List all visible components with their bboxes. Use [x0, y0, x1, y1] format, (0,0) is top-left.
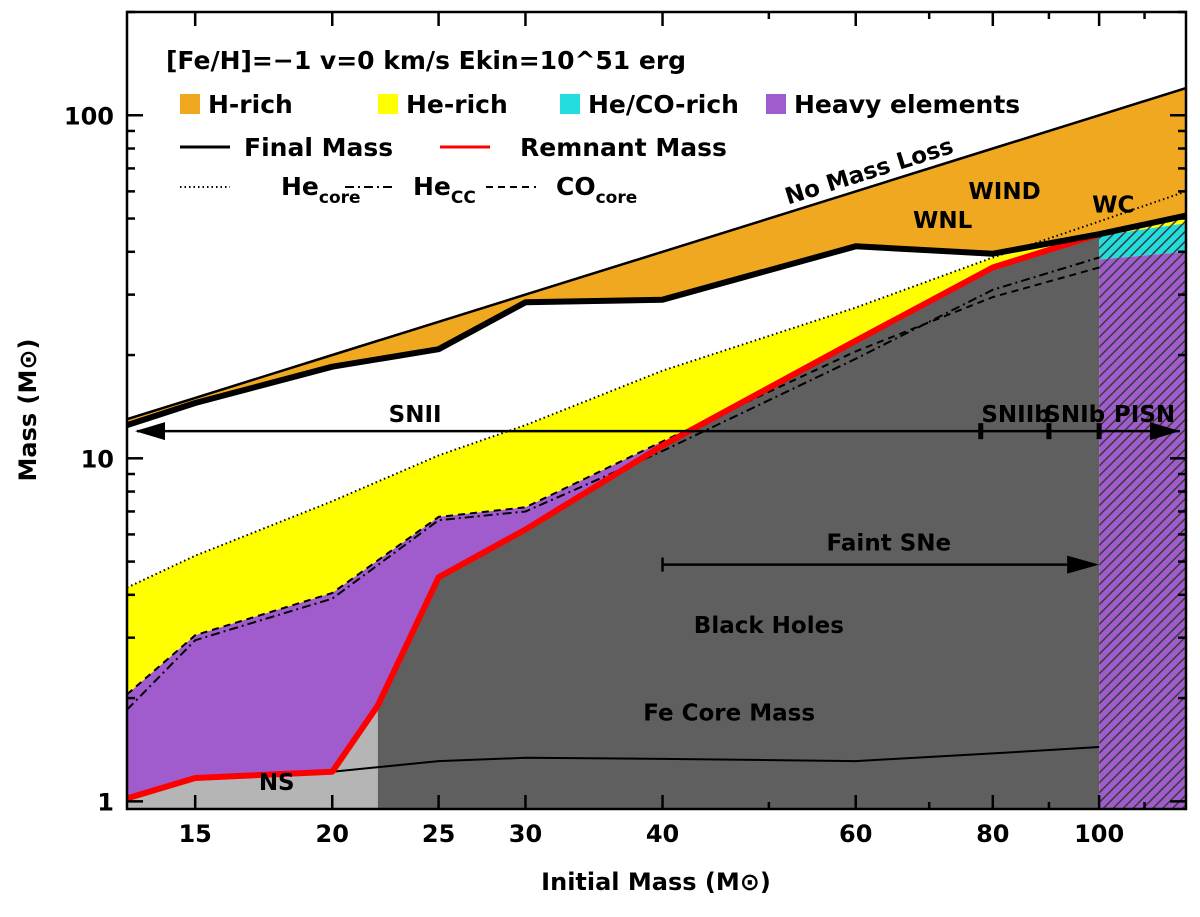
- legend-he-core-label: Hecore: [281, 172, 361, 208]
- y-axis-title: Mass (M⊙): [14, 339, 42, 482]
- y-tick-label: 100: [64, 102, 114, 130]
- legend-fill-label: H-rich: [208, 90, 293, 119]
- x-tick-label: 25: [422, 820, 455, 848]
- fe-core-mass-label: Fe Core Mass: [643, 701, 815, 727]
- black-holes-label: Black Holes: [694, 613, 844, 639]
- wnl-label: WNL: [913, 208, 973, 234]
- sn-arrow-left-head: [135, 422, 165, 441]
- snii-label: SNII: [389, 402, 442, 428]
- legend-fill-label: He/CO-rich: [588, 90, 739, 119]
- legend-swatch: [378, 94, 398, 114]
- x-tick-label: 60: [839, 820, 872, 848]
- heavy-elements-region: [127, 441, 663, 799]
- no-mass-loss-line: [127, 86, 1186, 421]
- snib-label: SNIb: [1044, 402, 1105, 428]
- ns-label: NS: [259, 770, 295, 796]
- pisn-he-co-region: [1099, 223, 1186, 260]
- sn-arrow-right-head: [1150, 422, 1180, 441]
- y-tick-label: 1: [97, 788, 114, 816]
- legend-swatch: [766, 94, 786, 114]
- he-core-line: [127, 190, 1186, 589]
- legend-he-cc-label: HeCC: [413, 172, 476, 208]
- remnant-mass-line: [127, 231, 1100, 802]
- legend-swatch: [560, 94, 580, 114]
- legend-swatch: [180, 94, 200, 114]
- x-axis-title: Initial Mass (M⊙): [541, 868, 771, 896]
- conditions-text: [Fe/H]=−1 v=0 km/s Ekin=10^51 erg: [166, 46, 686, 75]
- wc-label: WC: [1092, 193, 1134, 219]
- x-tick-label: 30: [509, 820, 542, 848]
- he-cc-line: [127, 256, 1100, 711]
- y-tick-label: 10: [81, 445, 114, 473]
- final-mass-line: [127, 212, 1186, 428]
- black-hole-region: [377, 234, 1100, 809]
- faint-sne-arrow-head: [1067, 555, 1100, 574]
- x-tick-label: 40: [646, 820, 679, 848]
- co-core-line: [127, 266, 1100, 696]
- legend-fill-label: Heavy elements: [794, 90, 1020, 119]
- legend-line-label: Remnant Mass: [520, 133, 727, 162]
- wind-label: WIND: [968, 179, 1040, 205]
- plot-frame: [125, 10, 1188, 811]
- x-tick-label: 15: [178, 820, 211, 848]
- pisn-heavy-region: [1099, 251, 1186, 809]
- neutron-star-region: [127, 705, 378, 809]
- faint-sne-label: Faint SNe: [827, 531, 952, 557]
- pisn-label: PISN: [1114, 402, 1175, 428]
- legend-fill-label: He-rich: [406, 90, 508, 119]
- sniib-label: SNIIb: [981, 402, 1050, 428]
- x-tick-label: 20: [316, 820, 349, 848]
- h-rich-region: [127, 88, 1186, 426]
- x-tick-label: 100: [1074, 820, 1124, 848]
- legend-line-label: Final Mass: [244, 133, 393, 162]
- x-tick-label: 80: [976, 820, 1009, 848]
- legend-co-core-label: COcore: [556, 172, 637, 208]
